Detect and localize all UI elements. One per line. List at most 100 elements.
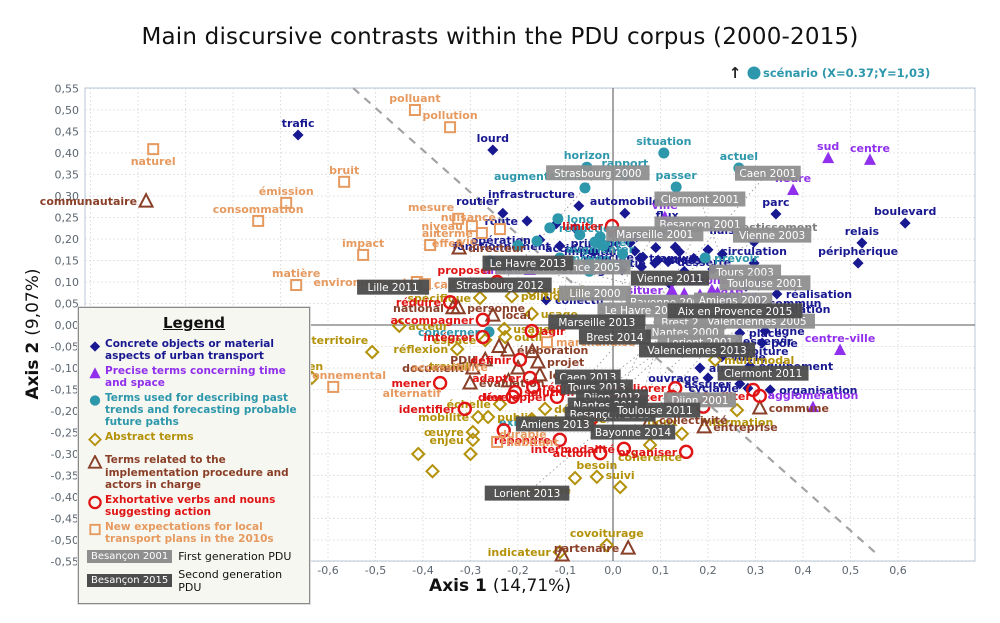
data-point: ouvrage <box>648 372 714 385</box>
data-point-label: actuel <box>720 150 758 163</box>
data-point-label: émission <box>259 185 314 198</box>
legend-marker <box>87 495 105 514</box>
data-point <box>425 463 440 479</box>
diamond-marker-icon <box>734 378 746 390</box>
legend-item-implementation: Terms related to the implementation proc… <box>87 454 301 491</box>
data-point: document <box>402 358 482 375</box>
open-diamond-marker-icon <box>391 318 407 334</box>
open-square-marker-icon <box>444 121 457 134</box>
data-point <box>512 239 524 251</box>
city-badge: Bayonne 2014 <box>590 424 676 440</box>
diamond-marker-icon <box>770 208 782 220</box>
data-point-label: intégrer <box>423 331 474 344</box>
data-point-label: réalisation <box>786 288 852 301</box>
city-badge: Caen 2001 <box>735 165 801 181</box>
data-point-label: tramway <box>649 252 703 265</box>
data-point-label: centre <box>850 142 890 155</box>
diamond-marker-icon <box>694 362 706 374</box>
x-tick-label: -0,4 <box>412 564 433 577</box>
data-point: accessibilité <box>411 361 488 374</box>
data-point-label: proposer <box>437 264 493 277</box>
badge-gen2-background <box>590 424 676 440</box>
legend-item-label: Precise terms concerning time and space <box>105 365 286 390</box>
data-point: local <box>484 305 531 322</box>
open-square-marker-icon <box>252 214 265 227</box>
badge-gen2-background <box>717 365 809 381</box>
legend-items: Concrete objects or material aspects of … <box>87 338 301 545</box>
data-point-label: automobile <box>590 195 660 208</box>
data-point: covoiturage <box>570 527 644 553</box>
data-point: mener <box>391 375 448 391</box>
data-point <box>410 446 426 462</box>
triangle-marker-icon <box>665 283 678 296</box>
data-point-label: parc <box>762 196 789 209</box>
y-tick-label: 0,55 <box>55 83 80 96</box>
data-point: boulevard <box>874 205 936 229</box>
open-square-marker-icon <box>89 523 101 535</box>
data-point: émission <box>259 185 314 209</box>
data-point: habitant <box>491 435 559 449</box>
data-point-label: cyclable <box>688 382 739 395</box>
badge-gen1-background <box>719 275 811 291</box>
circle-marker-icon <box>699 252 711 264</box>
data-point-label: habitant <box>506 436 559 449</box>
data-point: répondre <box>494 432 567 448</box>
triangle-marker-icon <box>834 343 847 355</box>
data-point-label: polluant <box>389 92 440 105</box>
scenario-annotation-text: scénario (X=0.37;Y=1,03) <box>763 66 930 80</box>
triangle-marker-icon <box>806 400 819 413</box>
open-circle-marker-icon <box>678 444 694 460</box>
triangle-marker-icon <box>822 151 835 164</box>
data-point: concerner <box>418 326 495 339</box>
data-point: automobile <box>590 195 660 219</box>
data-point: lier <box>483 389 520 405</box>
data-point: intégrer <box>423 329 491 345</box>
open-triangle-marker-icon <box>696 417 713 434</box>
data-point-label: nuisance <box>441 211 496 224</box>
circle-marker-icon <box>544 222 556 234</box>
open-diamond-marker-icon <box>425 463 440 479</box>
data-point: assurer <box>684 378 746 391</box>
legend-marker <box>87 454 105 474</box>
data-point <box>598 239 609 251</box>
city-badge-label: Clermont 2011 <box>724 368 802 380</box>
data-point-label: impact <box>342 237 384 250</box>
open-triangle-marker-icon <box>531 365 548 382</box>
y-tick-label: 0,40 <box>55 147 80 160</box>
data-point: effet <box>432 237 461 250</box>
open-circle-marker-icon <box>549 389 565 405</box>
data-point-label: pollution <box>422 109 477 122</box>
data-point-label: accompagner <box>390 314 474 327</box>
data-point-label: cohérence <box>618 451 682 464</box>
badge-gen2-background <box>482 255 574 271</box>
data-point: parc <box>762 196 790 220</box>
diamond-marker-icon <box>852 257 864 269</box>
data-point-label: réduire <box>396 296 441 309</box>
diamond-marker-icon <box>497 207 509 219</box>
open-diamond-marker-icon <box>497 329 513 345</box>
open-diamond-marker-icon <box>88 432 102 447</box>
badge-gen2-background <box>667 303 803 319</box>
chart-title: Main discursive contrasts within the PDU… <box>141 24 859 50</box>
x-tick-label: 0,0 <box>604 564 622 577</box>
circle-marker-icon <box>579 182 591 194</box>
city-badge-label: Brest 2014 <box>586 332 644 344</box>
open-circle-marker-icon <box>592 445 608 461</box>
data-point-label: bruit <box>329 164 359 177</box>
data-point: identifier <box>399 401 472 417</box>
scenario-point-icon <box>747 66 761 80</box>
legend-marker <box>87 339 105 358</box>
data-point: besoin <box>576 459 617 485</box>
data-point-label: national <box>393 302 444 315</box>
data-point: partenaire <box>554 539 637 555</box>
city-badge: Vienne 2003 <box>732 227 812 243</box>
legend-marker <box>87 522 105 541</box>
diamond-marker-icon <box>487 144 499 156</box>
x-tick-label: 0,2 <box>699 564 717 577</box>
open-square-marker-icon <box>452 212 465 225</box>
data-point <box>554 545 571 562</box>
city-badge: Lille 2000 <box>558 285 631 301</box>
data-point-label: usager <box>513 323 556 336</box>
data-point-label: action <box>553 447 591 460</box>
open-diamond-marker-icon <box>496 321 512 337</box>
